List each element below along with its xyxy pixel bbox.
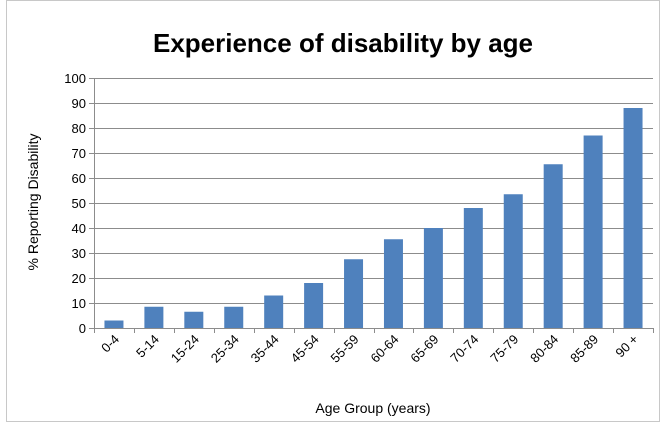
y-tick-label: 80 (72, 121, 86, 136)
y-tick-label: 10 (72, 296, 86, 311)
y-tick-label: 0 (79, 321, 86, 336)
axes (94, 78, 654, 333)
bar (264, 295, 284, 328)
y-tick-label: 70 (72, 146, 86, 161)
y-tick-label: 100 (64, 71, 86, 86)
y-tick-labels: 0 10 20 30 40 50 60 70 80 90 100 (64, 71, 86, 336)
y-tick-label: 60 (72, 171, 86, 186)
bars (104, 108, 643, 328)
bar (423, 228, 443, 328)
bar (224, 306, 244, 328)
bar (623, 108, 643, 328)
bar (184, 311, 204, 328)
y-tick-label: 30 (72, 246, 86, 261)
x-axis-title: Age Group (years) (315, 400, 430, 416)
y-tick-label: 50 (72, 196, 86, 211)
bar (383, 239, 403, 328)
bar (344, 259, 364, 328)
bar (304, 283, 324, 328)
bar (104, 320, 124, 328)
y-tick-label: 90 (72, 96, 86, 111)
bar (144, 306, 164, 328)
chart-title: Experience of disability by age (153, 28, 533, 58)
y-tick-label: 40 (72, 221, 86, 236)
y-tick-label: 20 (72, 271, 86, 286)
y-axis-title: % Reporting Disability (25, 134, 41, 271)
bar (543, 164, 563, 328)
bar (583, 135, 603, 328)
bar (463, 208, 483, 328)
bar (503, 194, 523, 328)
